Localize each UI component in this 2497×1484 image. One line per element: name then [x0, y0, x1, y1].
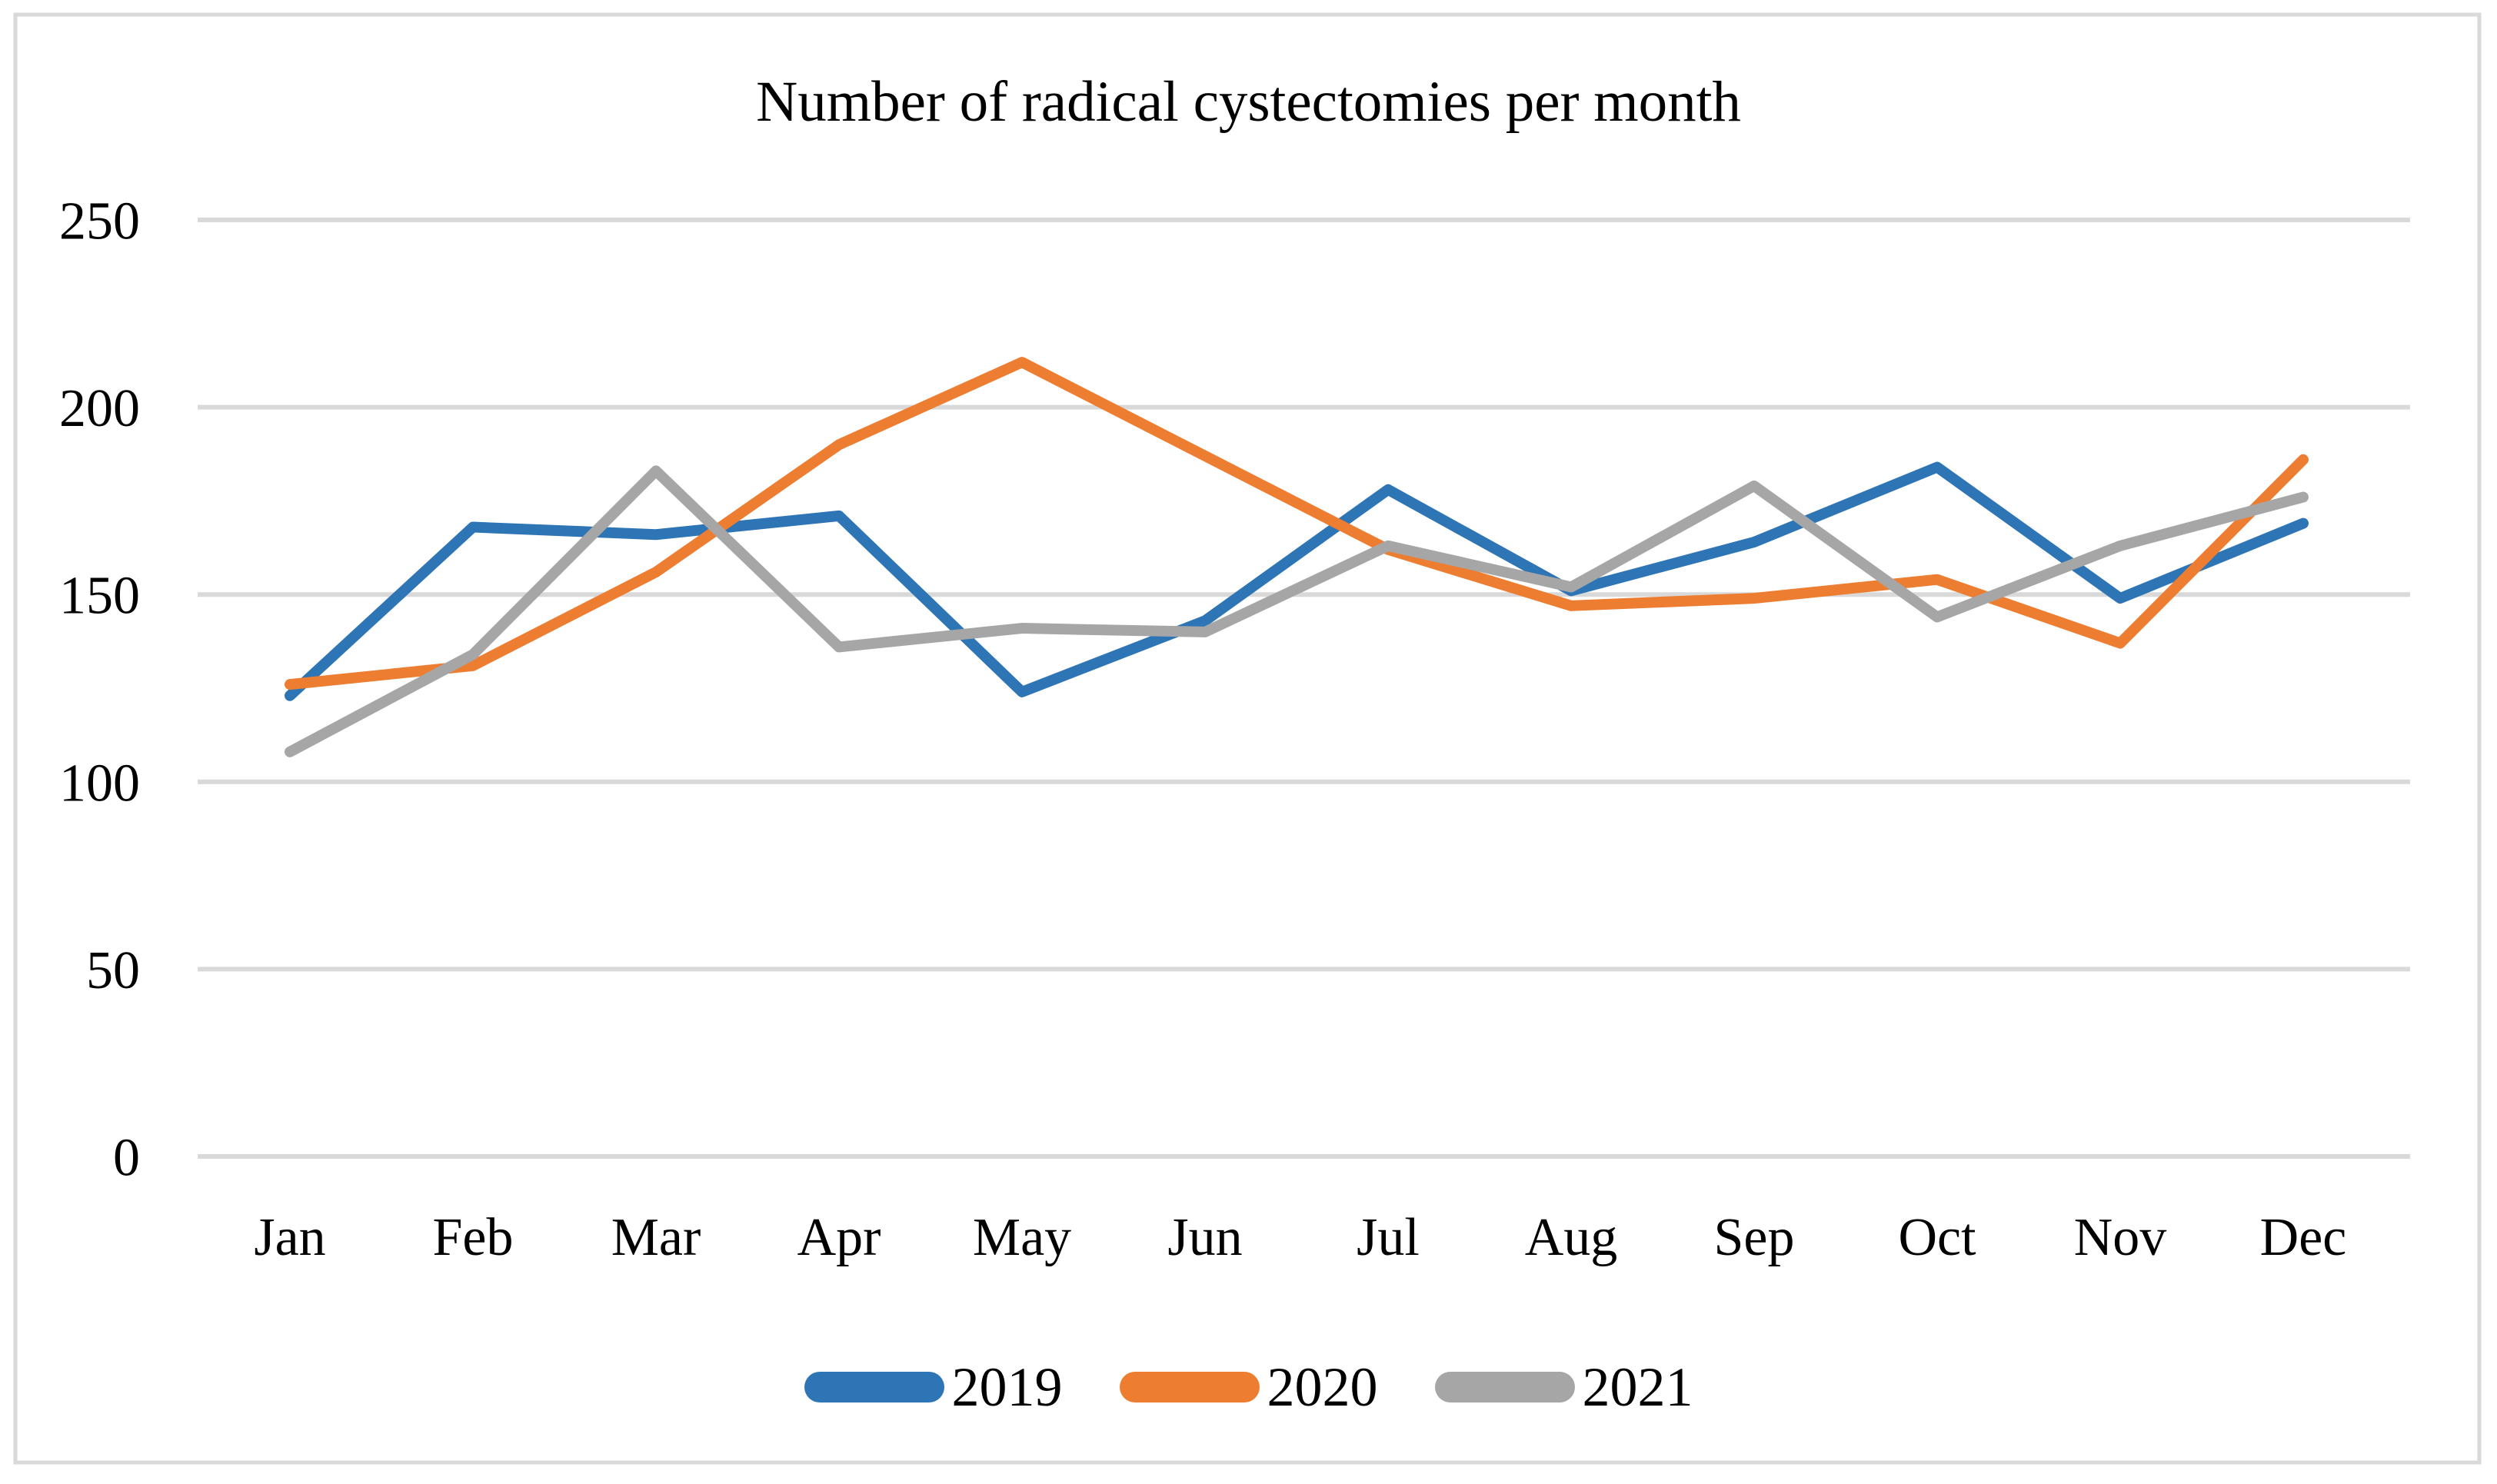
x-tick-label-May: May — [973, 1208, 1071, 1267]
legend-swatch-2021 — [1434, 1372, 1575, 1402]
x-tick-label-Feb: Feb — [433, 1208, 514, 1267]
y-tick-label-100: 100 — [59, 754, 140, 813]
legend-label-2020: 2020 — [1267, 1356, 1378, 1418]
legend-label-2019: 2019 — [951, 1356, 1063, 1418]
y-tick-label-150: 150 — [59, 567, 140, 626]
y-tick-label-250: 250 — [59, 192, 140, 251]
legend: 2019 2020 2021 — [0, 1359, 2497, 1415]
series-line-2021 — [285, 465, 2309, 757]
x-tick-label-Oct: Oct — [1898, 1208, 1976, 1267]
legend-item-2019: 2019 — [804, 1359, 1063, 1415]
y-tick-label-200: 200 — [59, 379, 140, 438]
x-tick-label-Jul: Jul — [1357, 1208, 1420, 1267]
y-tick-label-0: 0 — [113, 1129, 140, 1188]
x-tick-label-Jan: Jan — [254, 1208, 325, 1267]
x-tick-label-Mar: Mar — [611, 1208, 701, 1267]
x-tick-label-Jun: Jun — [1167, 1208, 1242, 1267]
legend-item-2021: 2021 — [1434, 1356, 1693, 1418]
x-tick-label-Aug: Aug — [1525, 1208, 1618, 1267]
series-line-2019 — [285, 461, 2309, 701]
y-tick-label-50: 50 — [86, 941, 140, 1000]
figure-frame-border — [13, 12, 2482, 1465]
x-tick-label-Apr: Apr — [797, 1208, 881, 1267]
legend-item-2020: 2020 — [1119, 1356, 1378, 1418]
legend-swatch-2019 — [804, 1372, 944, 1402]
x-tick-label-Sep: Sep — [1714, 1208, 1795, 1267]
legend-label-2021: 2021 — [1582, 1356, 1693, 1418]
series-line-2020 — [285, 357, 2309, 690]
legend-swatch-2020 — [1119, 1372, 1260, 1402]
x-tick-label-Nov: Nov — [2074, 1208, 2167, 1267]
chart-title: Number of radical cystectomies per month — [756, 70, 1741, 134]
x-tick-label-Dec: Dec — [2260, 1208, 2347, 1267]
